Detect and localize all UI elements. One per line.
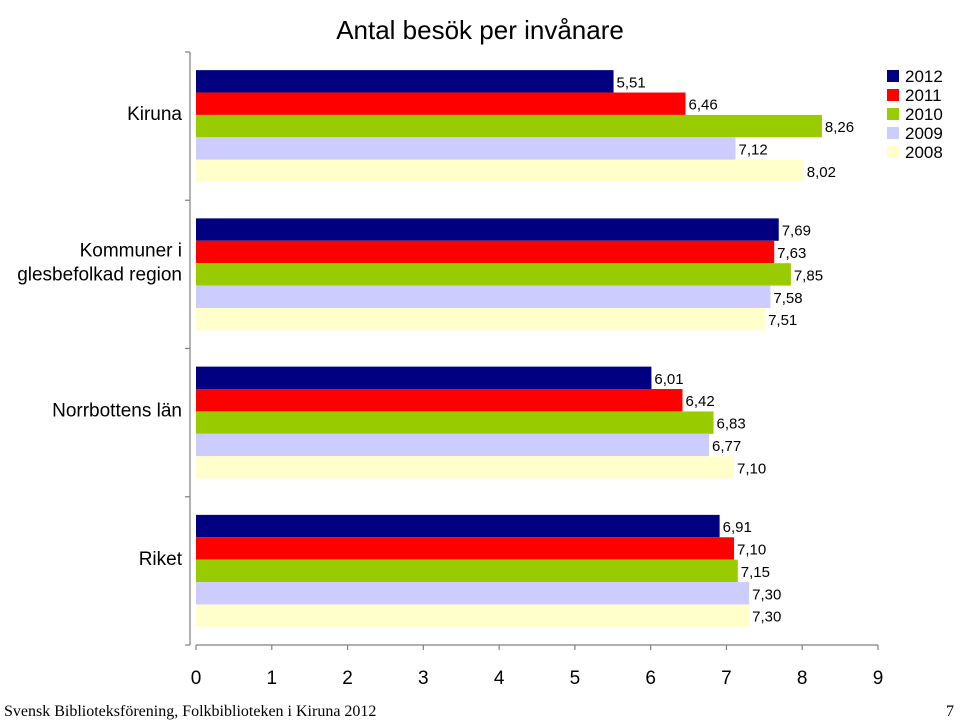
bar-2009-1 — [196, 137, 736, 160]
data-label: 6,91 — [723, 519, 752, 536]
data-label: 8,02 — [807, 164, 836, 181]
legend-swatch-2009 — [887, 127, 899, 139]
category-label: glesbefolkad region — [17, 264, 182, 285]
data-label: 7,85 — [794, 267, 823, 284]
data-label: 7,30 — [752, 586, 781, 603]
bar-chart: Antal besök per invånare 5,51 6,46 8,26 7,12… — [17, 15, 943, 689]
bar-2008-2 — [196, 307, 766, 331]
data-label: 7,10 — [737, 460, 766, 477]
legend-swatch-2012 — [887, 70, 899, 82]
legend-swatch-2008 — [887, 146, 899, 158]
x-tick-label: 7 — [721, 668, 732, 689]
footer-source: Svensk Biblioteksförening, Folkbibliotek… — [4, 703, 377, 720]
x-tick-label: 8 — [797, 668, 808, 689]
x-tick-label: 9 — [873, 668, 884, 689]
x-tick-label: 2 — [342, 668, 353, 689]
legend-swatch-2010 — [887, 108, 899, 120]
x-tick-label: 1 — [266, 668, 277, 689]
bar-2012-2 — [196, 218, 779, 241]
data-label: 6,42 — [685, 393, 714, 410]
legend-label: 2012 — [905, 67, 943, 86]
bar-2010-3 — [196, 411, 714, 434]
data-label: 6,77 — [712, 438, 741, 455]
category-label: Riket — [139, 549, 183, 570]
category-label: Kiruna — [127, 104, 182, 125]
legend-swatch-2011 — [887, 89, 899, 101]
data-label: 7,10 — [737, 541, 766, 558]
data-label: 7,12 — [739, 142, 768, 159]
bar-2010-2 — [196, 263, 791, 286]
data-label: 7,58 — [773, 290, 802, 307]
data-label: 5,51 — [617, 74, 646, 91]
bar-2012-4 — [196, 514, 720, 538]
data-label: 7,30 — [752, 609, 781, 626]
bar-2012-3 — [196, 366, 652, 390]
data-label: 6,01 — [654, 371, 683, 388]
x-tick-label: 6 — [645, 668, 656, 689]
footer: Svensk Biblioteksförening, Folkbibliotek… — [0, 697, 960, 725]
bar-2010-1 — [196, 114, 822, 138]
bar-2008-4 — [196, 604, 750, 627]
data-label: 8,26 — [825, 119, 854, 136]
legend-label: 2011 — [905, 86, 942, 105]
bar-2009-3 — [196, 433, 710, 457]
chart-title: Antal besök per invånare — [336, 15, 624, 45]
bar-2011-4 — [196, 537, 735, 560]
legend-label: 2009 — [905, 124, 943, 143]
bar-2009-2 — [196, 285, 771, 308]
bar-2008-1 — [196, 159, 804, 183]
page-number: 7 — [946, 703, 954, 720]
x-tick-label: 0 — [191, 668, 202, 689]
bar-2011-1 — [196, 92, 686, 115]
data-label: 7,69 — [782, 223, 811, 240]
bar-2011-3 — [196, 389, 683, 412]
bar-2011-2 — [196, 240, 775, 264]
x-tick-label: 4 — [494, 668, 505, 689]
x-tick-label: 5 — [570, 668, 581, 689]
data-label: 7,15 — [741, 564, 770, 581]
data-label: 6,46 — [689, 97, 718, 114]
bar-2010-4 — [196, 559, 738, 583]
x-tick-label: 3 — [418, 668, 429, 689]
category-label: Norrbottens län — [52, 401, 182, 422]
data-label: 7,51 — [768, 312, 797, 329]
data-label: 7,63 — [777, 245, 806, 262]
legend-label: 2008 — [905, 143, 943, 162]
bar-2009-4 — [196, 582, 750, 605]
bar-2012-1 — [196, 70, 614, 93]
bar-2008-3 — [196, 456, 735, 479]
category-label: Kommuner i — [80, 240, 182, 261]
legend-label: 2010 — [905, 105, 943, 124]
data-label: 6,83 — [717, 416, 746, 433]
